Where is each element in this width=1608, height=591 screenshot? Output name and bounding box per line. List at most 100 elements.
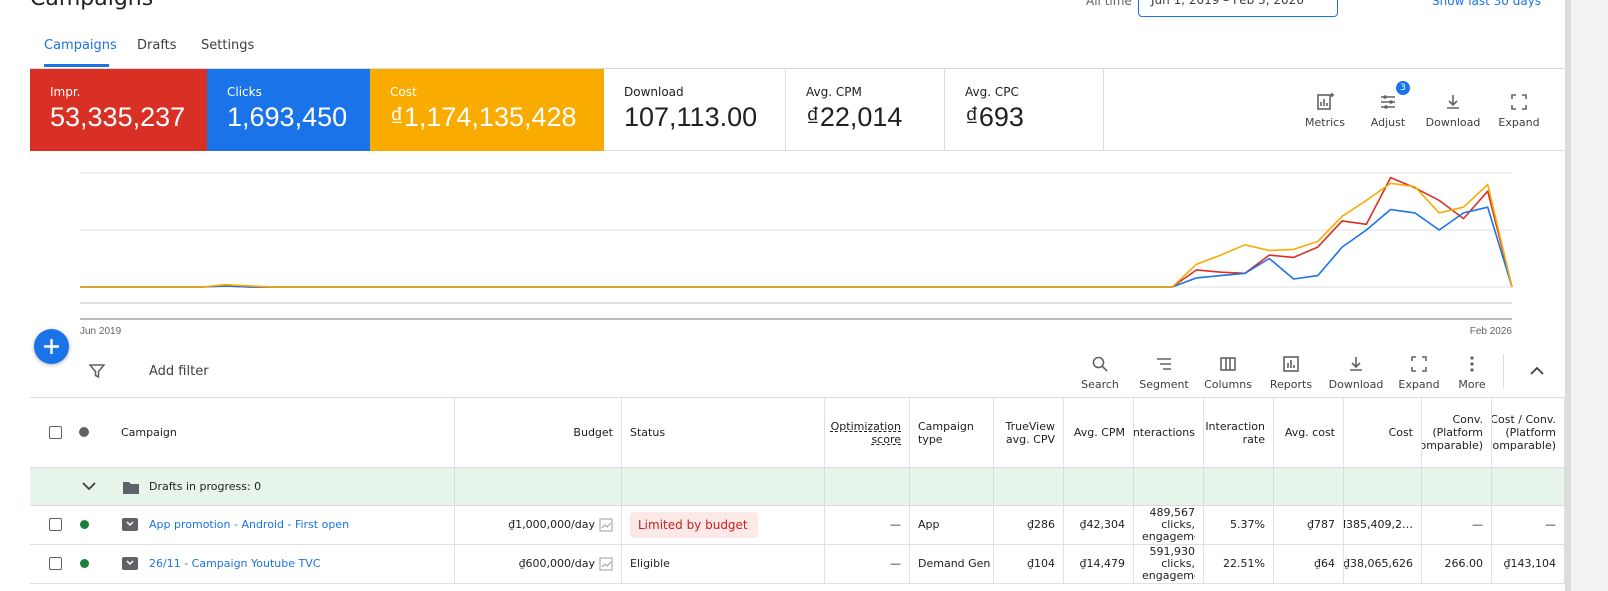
campaign-name[interactable]: 26/11 - Campaign Youtube TVC (149, 557, 321, 570)
table-cell: ₫38,065,626 (1344, 544, 1422, 583)
metric-label: Avg. CPC (965, 85, 1019, 99)
date-range-picker[interactable]: Jun 1, 2019 – Feb 3, 2026 (1138, 0, 1338, 17)
table-cell: ₫42,304 (1064, 505, 1134, 544)
date-label: All time (1086, 0, 1132, 8)
table-tool[interactable]: Search (1068, 354, 1132, 391)
checkbox[interactable] (49, 557, 62, 570)
table-tool[interactable]: Segment (1132, 354, 1196, 391)
col-divider (454, 468, 455, 505)
column-header[interactable]: Interactions (1134, 398, 1204, 467)
col-divider (993, 468, 994, 505)
create-button[interactable] (34, 329, 69, 364)
table-tool[interactable]: Expand (1387, 354, 1451, 391)
tool-label: Expand (1398, 378, 1440, 391)
tool-icon (1447, 95, 1459, 109)
cell-text: ₫286 (1027, 518, 1055, 531)
table-tool[interactable]: Reports (1259, 354, 1323, 391)
column-header[interactable]: Campaign (105, 398, 455, 467)
header-text: Optimization score (830, 419, 901, 446)
tool-label: Download (1425, 116, 1481, 129)
tab[interactable]: Drafts (137, 38, 177, 53)
column-header[interactable]: TrueView avg. CPV (994, 398, 1064, 467)
col-divider (824, 468, 825, 505)
tab[interactable]: Campaigns (44, 38, 117, 53)
metric-tool[interactable]: Metrics (1293, 92, 1357, 129)
tab[interactable]: Settings (201, 38, 255, 53)
x-tick-label: Jun 2019 (80, 326, 122, 337)
col-divider (1564, 468, 1565, 505)
col-divider (1273, 468, 1274, 505)
metric-tool[interactable]: Expand (1487, 92, 1551, 129)
cell-text: 591,930 clicks, engagements (1142, 545, 1195, 582)
cell-text: App (918, 518, 940, 531)
tool-icon (1470, 356, 1474, 372)
table-cell: ₫143,104 (1492, 544, 1565, 583)
column-header[interactable]: Cost / Conv. (Platform Comparable) (1492, 398, 1565, 467)
status-chip[interactable]: Limited by budget (630, 511, 758, 538)
checkbox[interactable] (49, 518, 62, 531)
table-cell: — (1492, 505, 1565, 544)
column-header[interactable]: Avg. CPM (1064, 398, 1134, 467)
cell-text: — (1545, 518, 1556, 531)
tool-icon (1283, 356, 1299, 372)
table-cell: — (825, 544, 910, 583)
header-text: Campaign type (918, 419, 974, 446)
tab-indicator (44, 64, 109, 67)
table-tool[interactable]: More (1440, 354, 1504, 391)
tool-label: Adjust (1370, 116, 1406, 129)
cell-text: ₫14,479 (1079, 557, 1126, 570)
tool-icon (1511, 94, 1527, 110)
tool-label: Reports (1269, 378, 1313, 391)
metric-card[interactable]: Clicks 1,693,450 (207, 69, 370, 151)
table-cell: App (910, 505, 994, 544)
metric-card[interactable]: Download 107,113.00 (604, 69, 786, 151)
row-border (30, 583, 1565, 584)
metric-value: ₫693 (965, 102, 1024, 132)
tool-icon (1317, 93, 1334, 110)
metric-tool[interactable]: Adjust (1356, 92, 1420, 129)
cell-text: — (890, 557, 901, 570)
divider (1104, 150, 1565, 151)
metric-card[interactable]: Avg. CPM ₫22,014 (786, 69, 945, 151)
cell-text: — (1472, 518, 1483, 531)
metric-tool[interactable]: Download (1421, 92, 1485, 129)
tool-icon (1411, 356, 1427, 372)
metric-card[interactable]: Impr. 53,335,237 (30, 69, 207, 151)
add-filter[interactable]: Add filter (149, 364, 209, 379)
header-text: Avg. cost (1284, 426, 1335, 439)
status-dot (79, 427, 89, 437)
cell-text: 5.37% (1230, 518, 1265, 531)
tool-icon (1220, 357, 1236, 371)
collapse-icon[interactable] (1529, 364, 1545, 378)
expand-icon (82, 482, 96, 491)
column-header[interactable]: Avg. cost (1274, 398, 1344, 467)
col-divider (1203, 468, 1204, 505)
column-header[interactable]: Optimization score (825, 398, 910, 467)
checkbox[interactable] (49, 426, 62, 439)
column-header[interactable]: Campaign type (910, 398, 994, 467)
column-header[interactable]: Status (622, 398, 825, 467)
status-dot (80, 559, 89, 568)
show-last-link[interactable]: Show last 30 days (1432, 0, 1542, 8)
tool-label: Download (1328, 378, 1384, 391)
cell-text: ₫385,409,2… (1344, 518, 1413, 531)
folder-icon (123, 482, 139, 494)
table-tool[interactable]: Columns (1196, 354, 1260, 391)
table-cell: Demand Gen (910, 544, 994, 583)
column-header[interactable]: Cost (1344, 398, 1422, 467)
tool-icon (1350, 357, 1362, 371)
column-header[interactable]: Interaction rate (1204, 398, 1274, 467)
metric-card[interactable]: Cost ₫1,174,135,428 (370, 69, 604, 151)
row-border (30, 544, 1565, 545)
metric-card[interactable]: Avg. CPC ₫693 (945, 69, 1104, 151)
table-tool[interactable]: Download (1324, 354, 1388, 391)
performance-chart: Jun 2019 Feb 2026 (80, 172, 1513, 337)
column-header[interactable]: Budget (455, 398, 622, 467)
table-cell: — (1422, 505, 1492, 544)
header-text: Budget (573, 426, 613, 439)
campaign-name[interactable]: App promotion - Android - First open (149, 518, 350, 531)
column-header[interactable]: Conv. (Platform Comparable) (1422, 398, 1492, 467)
filter-icon[interactable] (89, 363, 105, 379)
table-cell: App promotion - Android - First open (105, 505, 455, 544)
